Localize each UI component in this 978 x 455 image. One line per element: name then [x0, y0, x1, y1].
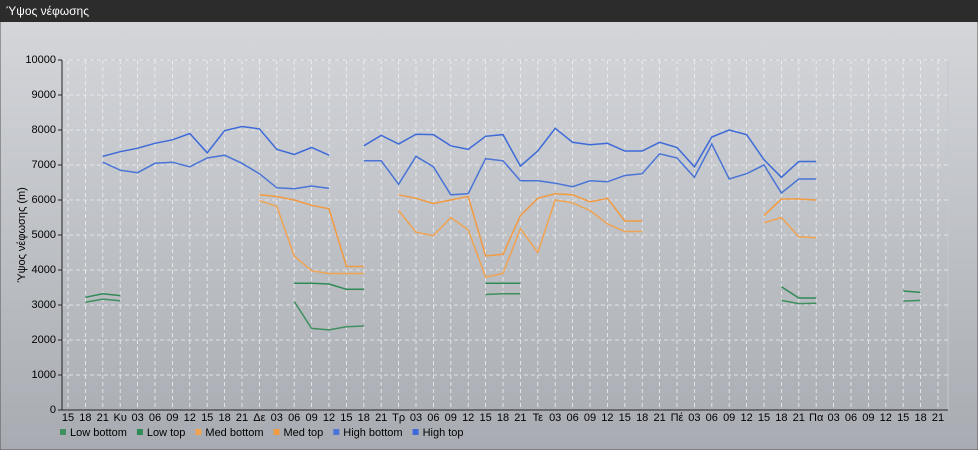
x-tick-label: 15 [619, 412, 631, 424]
x-tick-label: Κυ [114, 412, 127, 424]
x-tick-label: 09 [166, 412, 178, 424]
x-tick-label: 06 [149, 412, 161, 424]
y-tick-label: 7000 [32, 159, 56, 171]
header [0, 0, 978, 22]
series-line [259, 192, 817, 268]
x-tick-label: 18 [497, 412, 509, 424]
x-tick-label: 12 [462, 412, 474, 424]
x-tick-label: Δε [253, 412, 265, 424]
x-tick-label: 12 [323, 412, 335, 424]
x-tick-label: 15 [479, 412, 491, 424]
x-tick-label: 09 [862, 412, 874, 424]
x-tick-label: Πα [809, 412, 824, 424]
x-tick-label: 09 [723, 412, 735, 424]
x-tick-label: 03 [271, 412, 283, 424]
x-tick-label: 21 [793, 412, 805, 424]
series-line [85, 293, 921, 331]
x-tick-label: 15 [897, 412, 909, 424]
x-tick-label: 03 [827, 412, 839, 424]
x-tick-label: 18 [79, 412, 91, 424]
x-tick-label: 12 [184, 412, 196, 424]
x-tick-label: 21 [514, 412, 526, 424]
x-tick-label: 09 [584, 412, 596, 424]
x-tick-label: 15 [340, 412, 352, 424]
x-tick-label: 12 [880, 412, 892, 424]
y-tick-label: 4000 [32, 264, 56, 276]
x-tick-label: 18 [358, 412, 370, 424]
series-line [85, 282, 921, 299]
legend-marker [195, 429, 202, 435]
x-tick-label: 03 [410, 412, 422, 424]
series-line [259, 199, 817, 278]
legend-marker [412, 429, 419, 435]
legend-label: Low top [147, 427, 186, 439]
legend-label: Med top [284, 427, 324, 439]
x-tick-label: 03 [549, 412, 561, 424]
x-tick-label: 18 [775, 412, 787, 424]
x-tick-label: Πέ [671, 412, 684, 424]
x-tick-label: 06 [427, 412, 439, 424]
x-tick-label: 12 [601, 412, 613, 424]
y-tick-label: 8000 [32, 124, 56, 136]
y-tick-label: 1000 [32, 369, 56, 381]
y-tick-label: 9000 [32, 89, 56, 101]
legend-label: High bottom [343, 427, 402, 439]
x-tick-label: 18 [218, 412, 230, 424]
x-tick-label: 09 [445, 412, 457, 424]
x-tick-label: 21 [932, 412, 944, 424]
x-tick-label: 09 [305, 412, 317, 424]
x-tick-label: 06 [706, 412, 718, 424]
x-tick-label: Τε [533, 412, 544, 424]
legend-label: Med bottom [205, 427, 263, 439]
x-tick-label: 12 [740, 412, 752, 424]
x-tick-label: 06 [845, 412, 857, 424]
series-line [102, 142, 817, 196]
x-tick-label: 21 [375, 412, 387, 424]
panel-title: Ύψος νέφωσης [6, 4, 89, 18]
legend-marker [273, 429, 280, 435]
x-tick-label: 21 [653, 412, 665, 424]
y-tick-label: 10000 [25, 54, 56, 66]
x-tick-label: 15 [62, 412, 74, 424]
x-tick-label: 21 [236, 412, 248, 424]
x-tick-label: 18 [914, 412, 926, 424]
x-tick-label: Τρ [392, 412, 405, 424]
legend-label: High top [423, 427, 464, 439]
y-axis-title: Ύψος νέφωσης (m) [16, 187, 28, 283]
x-tick-label: 21 [97, 412, 109, 424]
x-tick-label: 15 [201, 412, 213, 424]
x-tick-label: 03 [688, 412, 700, 424]
legend-marker [60, 429, 66, 435]
legend-marker [136, 429, 143, 435]
y-tick-label: 2000 [32, 334, 56, 346]
legend-label: Low bottom [70, 427, 127, 439]
legend-marker [333, 429, 340, 435]
x-tick-label: 06 [288, 412, 300, 424]
y-tick-label: 3000 [32, 299, 56, 311]
x-tick-label: 18 [636, 412, 648, 424]
series-line [102, 125, 817, 179]
x-tick-label: 06 [566, 412, 578, 424]
y-tick-label: 5000 [32, 229, 56, 241]
y-tick-label: 0 [50, 404, 56, 416]
x-tick-label: 15 [758, 412, 770, 424]
x-tick-label: 03 [131, 412, 143, 424]
y-tick-label: 6000 [32, 194, 56, 206]
